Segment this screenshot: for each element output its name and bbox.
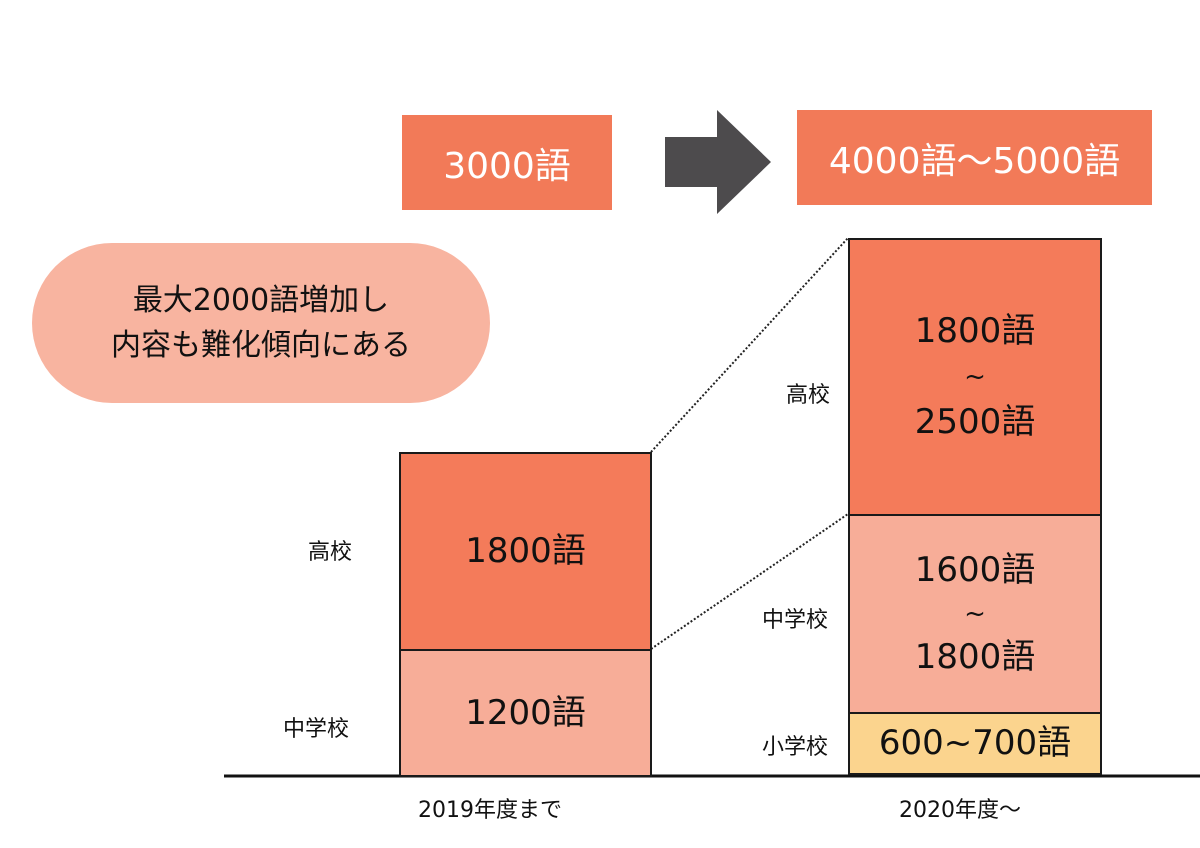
before-high-school-bar: 1800語 (399, 452, 652, 651)
before-junior-high-label: 中学校 (282, 717, 350, 742)
before-junior-high-value: 1200語 (465, 692, 586, 733)
before-total-box: 3000語 (402, 115, 612, 210)
after-total: 4000語〜5000語 (828, 140, 1121, 182)
after-elementary-value: 600~700語 (878, 723, 1072, 764)
after-elementary-label: 小学校 (761, 735, 829, 760)
callout-pill: 最大2000語増加し 内容も難化傾向にある (32, 243, 490, 403)
callout-line1: 最大2000語増加し (132, 283, 390, 318)
before-junior-high-bar: 1200語 (399, 649, 652, 777)
before-total: 3000語 (443, 145, 571, 187)
connector-high (650, 237, 849, 453)
before-high-school-label: 高校 (307, 540, 353, 565)
before-period-label: 2019年度まで (418, 798, 562, 823)
right-arrow-icon (665, 110, 771, 214)
after-elementary-bar: 600~700語 (848, 712, 1102, 775)
before-high-school-value: 1800語 (465, 531, 586, 572)
after-high-school-bar: 1800語 ~ 2500語 (848, 238, 1102, 516)
after-junior-high-bar: 1600語 ~ 1800語 (848, 514, 1102, 714)
after-junior-high-label: 中学校 (761, 608, 829, 633)
after-period-label: 2020年度〜 (899, 798, 1021, 823)
after-high-school-min: 1800語 (914, 311, 1036, 352)
after-high-school-max: 2500語 (914, 402, 1036, 443)
after-high-school-label: 高校 (785, 383, 831, 408)
after-junior-high-max: 1800語 (914, 637, 1036, 678)
callout-line2: 内容も難化傾向にある (111, 328, 411, 363)
after-high-school-sep: ~ (964, 361, 986, 392)
after-junior-high-min: 1600語 (914, 550, 1036, 591)
after-junior-high-sep: ~ (964, 598, 986, 629)
after-total-box: 4000語〜5000語 (797, 110, 1152, 205)
